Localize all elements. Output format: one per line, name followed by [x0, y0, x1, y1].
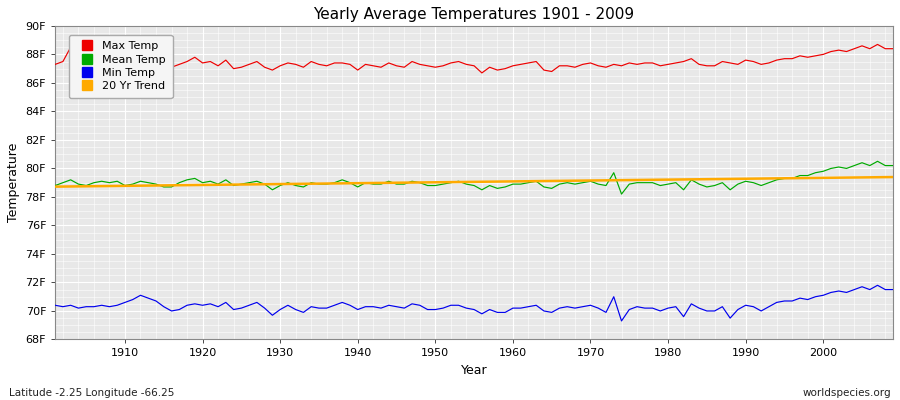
- X-axis label: Year: Year: [461, 364, 488, 377]
- Legend: Max Temp, Mean Temp, Min Temp, 20 Yr Trend: Max Temp, Mean Temp, Min Temp, 20 Yr Tre…: [69, 34, 173, 98]
- Title: Yearly Average Temperatures 1901 - 2009: Yearly Average Temperatures 1901 - 2009: [313, 7, 634, 22]
- Y-axis label: Temperature: Temperature: [7, 143, 20, 222]
- Text: Latitude -2.25 Longitude -66.25: Latitude -2.25 Longitude -66.25: [9, 388, 175, 398]
- Text: worldspecies.org: worldspecies.org: [803, 388, 891, 398]
